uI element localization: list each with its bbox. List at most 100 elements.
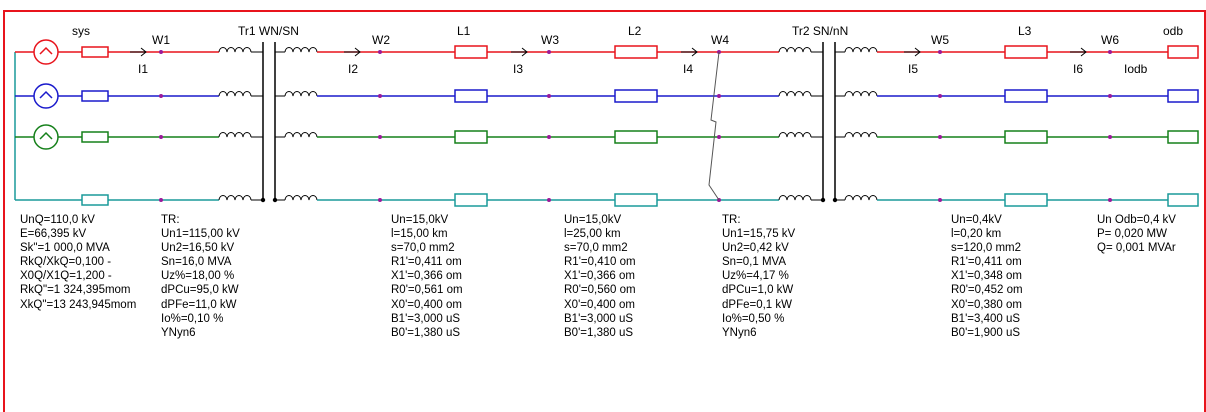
phase-a-load-impedance	[1167, 45, 1199, 59]
current-arrow-head	[691, 47, 698, 57]
params-l2: Un=15,0kV l=25,00 km s=70,0 mm2 R1'=0,410 o…	[564, 213, 636, 340]
param-line: dPFe=0,1 kW	[722, 298, 792, 311]
params-source: UnQ=110,0 kV E=66,395 kV Sk"=1 000,0 MVA Rk…	[20, 213, 136, 312]
fault-zigzag	[708, 51, 720, 201]
neutral-sys-impedance	[81, 194, 109, 206]
phase-b-node	[547, 94, 551, 98]
param-line: B0'=1,380 uS	[564, 326, 634, 339]
current-arrow-head	[1080, 47, 1087, 57]
neutral-tr1-primary	[218, 195, 252, 201]
node-label-w6: W6	[1101, 33, 1119, 47]
param-line: Un Odb=0,4 kV	[1097, 214, 1176, 226]
param-line: X0Q/X1Q=1,200 -	[20, 270, 112, 283]
param-line: X1'=0,366 om	[564, 270, 635, 283]
phase-a-source-arrow	[39, 46, 53, 55]
current-arrow-head	[140, 47, 147, 57]
phase-c-line-impedance	[614, 130, 658, 144]
param-line: R0'=0,560 om	[564, 284, 636, 297]
phase-a-sys-impedance	[81, 46, 109, 58]
phase-b-tr1-primary	[218, 91, 252, 97]
param-line: Un=15,0kV	[564, 214, 622, 226]
params-load: Un Odb=0,4 kV P= 0,020 MW Q= 0,001 MVAr	[1097, 213, 1176, 255]
phase-b-source-icon	[33, 83, 59, 109]
neutral-node	[547, 198, 551, 202]
phase-c-node	[717, 135, 721, 139]
phase-a-node	[547, 50, 551, 54]
phase-c-node	[938, 135, 942, 139]
current-arrow-head	[354, 47, 361, 57]
param-line: TR:	[722, 214, 741, 226]
param-line: B0'=1,380 uS	[391, 326, 461, 339]
param-line: X1'=0,366 om	[391, 270, 462, 283]
phase-b-node	[159, 94, 163, 98]
param-line: E=66,395 kV	[20, 228, 87, 241]
param-line: R1'=0,411 om	[951, 256, 1022, 269]
phase-b-source-arrow	[39, 90, 53, 99]
phase-c-node	[159, 135, 163, 139]
neutral-node	[1108, 198, 1112, 202]
phase-c-line-impedance	[1004, 130, 1048, 144]
transformer-ground-node	[260, 197, 266, 203]
phase-a-node	[378, 50, 382, 54]
neutral-line-impedance	[614, 193, 658, 207]
param-line: X0'=0,400 om	[391, 298, 462, 311]
param-line: B1'=3,000 uS	[564, 312, 634, 325]
param-line: P= 0,020 MW	[1097, 228, 1167, 241]
param-line: Io%=0,50 %	[722, 312, 785, 325]
phase-c-tr2-primary	[778, 132, 812, 138]
current-label-i1: I1	[138, 62, 149, 76]
param-line: RkQ/XkQ=0,100 -	[20, 256, 112, 269]
neutral-line-impedance	[1004, 193, 1048, 207]
param-line: Un2=16,50 kV	[161, 242, 235, 255]
neutral-tr2-secondary	[844, 195, 878, 201]
label-l3: L3	[1018, 24, 1032, 38]
phase-a-line-impedance	[614, 45, 658, 59]
param-line: B1'=3,400 uS	[951, 312, 1021, 325]
params-l1: Un=15,0kV l=15,00 km s=70,0 mm2 R1'=0,411 o…	[391, 213, 463, 340]
phase-b-line-impedance	[1004, 89, 1048, 103]
params-tr2: TR: Un1=15,75 kV Un2=0,42 kV Sn=0,1 MVA Uz%=…	[722, 213, 795, 340]
param-line: R0'=0,452 om	[951, 284, 1023, 297]
param-line: XkQ"=13 243,945mom	[20, 298, 137, 311]
current-label-i4: I4	[683, 62, 694, 76]
node-label-w2: W2	[372, 33, 390, 47]
phase-b-tr1-secondary	[284, 91, 318, 97]
param-line: s=120,0 mm2	[951, 242, 1021, 255]
neutral-load-impedance	[1167, 193, 1199, 207]
phase-a-tr1-secondary	[284, 47, 318, 53]
node-label-w5: W5	[931, 33, 949, 47]
param-line: Sk"=1 000,0 MVA	[20, 242, 110, 255]
transformer-ground-node	[832, 197, 838, 203]
phase-a-line-impedance	[1004, 45, 1048, 59]
neutral-tr2-primary	[778, 195, 812, 201]
param-line: B1'=3,000 uS	[391, 312, 461, 325]
phase-c-source-icon	[33, 124, 59, 150]
phase-a-node	[159, 50, 163, 54]
param-line: X0'=0,380 om	[951, 298, 1022, 311]
param-line: RkQ"=1 324,395mom	[20, 284, 131, 297]
label-tr2: Tr2 SN/nN	[792, 24, 849, 38]
params-l3: Un=0,4kV l=0,20 km s=120,0 mm2 R1'=0,411 om…	[951, 213, 1023, 340]
param-line: dPFe=11,0 kW	[161, 298, 237, 311]
param-line: Un2=0,42 kV	[722, 242, 789, 255]
param-line: YNyn6	[161, 326, 196, 339]
param-line: Io%=0,10 %	[161, 312, 224, 325]
param-line: Un=0,4kV	[951, 214, 1002, 226]
phase-c-tr1-secondary	[284, 132, 318, 138]
phase-c-node	[378, 135, 382, 139]
phase-c-load-impedance	[1167, 130, 1199, 144]
phase-c-node	[1108, 135, 1112, 139]
param-line: UnQ=110,0 kV	[20, 214, 95, 226]
param-line: Un=15,0kV	[391, 214, 449, 226]
neutral-node	[938, 198, 942, 202]
param-line: Sn=0,1 MVA	[722, 256, 787, 269]
current-arrow-head	[521, 47, 528, 57]
transformer-ground-node	[272, 197, 278, 203]
phase-c-line-impedance	[454, 130, 488, 144]
current-arrow-head	[914, 47, 921, 57]
phase-c-tr2-secondary	[844, 132, 878, 138]
phase-b-node	[378, 94, 382, 98]
param-line: Uz%=4,17 %	[722, 270, 789, 283]
param-line: s=70,0 mm2	[564, 242, 628, 255]
params-tr1: TR: Un1=115,00 kV Un2=16,50 kV Sn=16,0 MVA U…	[161, 213, 240, 340]
